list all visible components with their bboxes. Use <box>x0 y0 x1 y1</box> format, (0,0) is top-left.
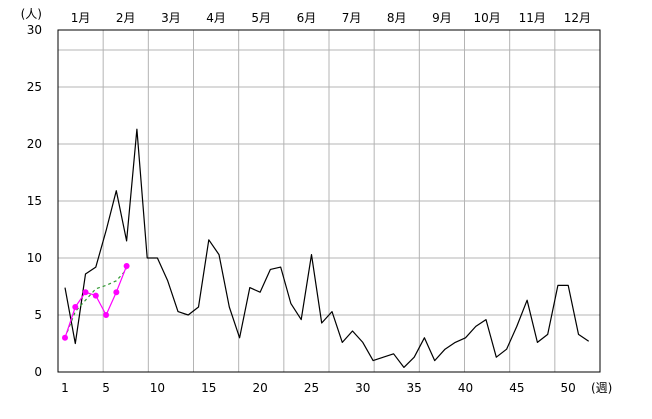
plot-frame <box>57 29 601 373</box>
series-point <box>113 289 120 296</box>
series-line-1 <box>64 128 590 368</box>
y-tick-label: 10 <box>27 251 42 265</box>
x-tick-label: 45 <box>509 381 524 395</box>
y-tick-labels: 0 5 10 15 20 25 30 <box>27 23 42 379</box>
x-tick-label: 30 <box>355 381 370 395</box>
month-label: 4月 <box>206 11 226 25</box>
series-point <box>72 304 79 311</box>
series-point <box>82 289 89 296</box>
month-label: 12月 <box>564 11 591 25</box>
x-tick-label: 40 <box>458 381 473 395</box>
series-line-2 <box>64 268 128 339</box>
x-tick-label: 1 <box>61 381 69 395</box>
x-axis-label: (週) <box>591 381 612 395</box>
x-tick-label: 15 <box>201 381 216 395</box>
series-point <box>92 292 99 299</box>
month-label: 10月 <box>473 11 500 25</box>
y-tick-label: 20 <box>27 137 42 151</box>
month-label: 9月 <box>432 11 452 25</box>
y-tick-label: 25 <box>27 80 42 94</box>
x-tick-labels: 1 5 10 15 20 25 30 35 40 45 50 <box>61 381 576 395</box>
month-label: 2月 <box>116 11 136 25</box>
series-point <box>103 312 110 318</box>
month-label: 3月 <box>161 11 181 25</box>
month-label: 8月 <box>387 11 407 25</box>
x-tick-label: 5 <box>102 381 110 395</box>
y-tick-label: 30 <box>27 23 42 37</box>
series-point <box>123 262 130 269</box>
x-tick-label: 25 <box>304 381 319 395</box>
month-label: 6月 <box>297 11 317 25</box>
x-tick-label: 10 <box>150 381 165 395</box>
month-labels: 1月 2月 3月 4月 5月 6月 7月 8月 9月 10月 11月 12月 <box>71 11 591 25</box>
y-tick-label: 5 <box>34 308 42 322</box>
month-label: 11月 <box>519 11 546 25</box>
month-label: 1月 <box>71 11 91 25</box>
y-axis-label: (人) <box>21 7 42 21</box>
series-line-3 <box>64 265 128 338</box>
x-tick-label: 50 <box>561 381 576 395</box>
month-label: 7月 <box>342 11 362 25</box>
grid-lines <box>58 30 600 372</box>
x-tick-label: 20 <box>252 381 267 395</box>
y-tick-label: 0 <box>34 365 42 379</box>
x-tick-label: 35 <box>407 381 422 395</box>
series-point <box>62 334 68 341</box>
series-markers <box>62 262 130 341</box>
month-label: 5月 <box>251 11 271 25</box>
y-tick-label: 15 <box>27 194 42 208</box>
